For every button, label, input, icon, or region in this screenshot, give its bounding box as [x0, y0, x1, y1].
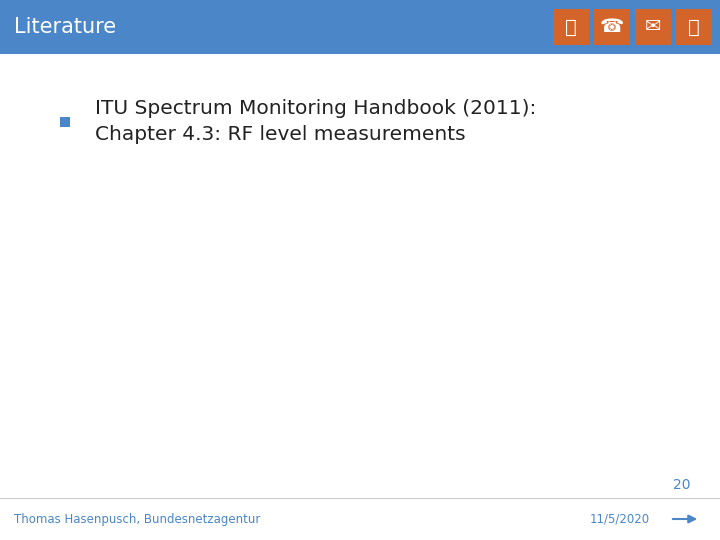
Text: 🔥: 🔥: [565, 17, 577, 37]
Text: Literature: Literature: [14, 17, 116, 37]
Bar: [553, 9, 589, 45]
Text: Chapter 4.3: RF level measurements: Chapter 4.3: RF level measurements: [95, 125, 466, 145]
Bar: [594, 9, 630, 45]
Text: 🚇: 🚇: [688, 17, 700, 37]
Bar: [60, 117, 70, 127]
Bar: [635, 9, 671, 45]
Text: 11/5/2020: 11/5/2020: [590, 512, 650, 525]
Text: Thomas Hasenpusch, Bundesnetzagentur: Thomas Hasenpusch, Bundesnetzagentur: [14, 512, 261, 525]
Text: 20: 20: [673, 478, 690, 492]
Bar: [676, 9, 712, 45]
Text: ITU Spectrum Monitoring Handbook (2011):: ITU Spectrum Monitoring Handbook (2011):: [95, 99, 536, 118]
Bar: [0, 0, 720, 54]
Text: ✉: ✉: [645, 17, 661, 37]
Text: ☎: ☎: [600, 17, 624, 37]
